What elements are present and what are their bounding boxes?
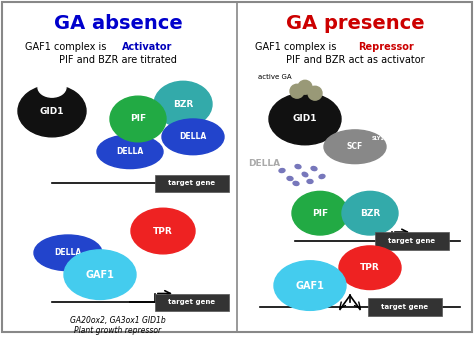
Ellipse shape: [319, 175, 325, 179]
Text: DELLA: DELLA: [55, 248, 82, 257]
Text: GID1: GID1: [293, 115, 317, 123]
Text: BZR: BZR: [173, 100, 193, 109]
Text: DELLA: DELLA: [117, 147, 144, 156]
Ellipse shape: [324, 130, 386, 163]
Ellipse shape: [287, 176, 293, 181]
Text: GA absence: GA absence: [54, 14, 182, 33]
Text: GID1: GID1: [40, 106, 64, 116]
Text: GAF1: GAF1: [86, 270, 114, 280]
Ellipse shape: [110, 96, 166, 142]
Ellipse shape: [162, 119, 224, 155]
Text: target gene: target gene: [388, 238, 436, 244]
Circle shape: [298, 80, 312, 94]
Ellipse shape: [64, 250, 136, 300]
Text: active GA: active GA: [258, 74, 292, 80]
Text: SCF: SCF: [347, 142, 363, 151]
Text: Repressor: Repressor: [358, 42, 414, 52]
Text: DELLA: DELLA: [179, 132, 207, 141]
Text: Activator: Activator: [122, 42, 173, 52]
Text: PIF and BZR act as activator: PIF and BZR act as activator: [286, 55, 424, 65]
Ellipse shape: [293, 181, 299, 185]
Text: PIF: PIF: [312, 209, 328, 218]
Ellipse shape: [269, 93, 341, 145]
Text: GA20ox2, GA3ox1 GID1b: GA20ox2, GA3ox1 GID1b: [70, 316, 166, 325]
Ellipse shape: [38, 78, 66, 97]
Ellipse shape: [302, 173, 308, 177]
Circle shape: [308, 86, 322, 100]
Text: DELLA: DELLA: [248, 159, 280, 168]
Text: PIF and BZR are titrated: PIF and BZR are titrated: [59, 55, 177, 65]
FancyBboxPatch shape: [368, 299, 442, 316]
Ellipse shape: [307, 179, 313, 184]
Text: PRE, Expansin: PRE, Expansin: [343, 256, 397, 265]
Text: BZR: BZR: [360, 209, 380, 218]
Ellipse shape: [274, 261, 346, 310]
Ellipse shape: [279, 168, 285, 173]
Text: SLY1: SLY1: [372, 136, 385, 141]
Text: GAF1: GAF1: [296, 281, 324, 290]
Ellipse shape: [339, 246, 401, 289]
Ellipse shape: [154, 81, 212, 127]
Text: Plant growth repressor: Plant growth repressor: [74, 326, 162, 335]
Text: TPR: TPR: [153, 226, 173, 236]
Ellipse shape: [97, 135, 163, 168]
FancyBboxPatch shape: [155, 175, 229, 192]
FancyBboxPatch shape: [155, 294, 229, 311]
Text: TPR: TPR: [360, 263, 380, 272]
Text: target gene: target gene: [168, 300, 216, 305]
FancyBboxPatch shape: [2, 2, 472, 332]
Ellipse shape: [342, 191, 398, 235]
Ellipse shape: [131, 208, 195, 254]
Text: target gene: target gene: [168, 180, 216, 186]
Text: GA presence: GA presence: [286, 14, 424, 33]
Text: GAF1 complex is: GAF1 complex is: [255, 42, 339, 52]
Ellipse shape: [34, 235, 102, 271]
Ellipse shape: [292, 191, 348, 235]
Text: target gene: target gene: [382, 304, 428, 310]
Text: GAF1 complex is: GAF1 complex is: [25, 42, 109, 52]
FancyBboxPatch shape: [375, 232, 449, 250]
Ellipse shape: [295, 164, 301, 168]
Text: PIF: PIF: [130, 115, 146, 123]
Ellipse shape: [18, 85, 86, 137]
Circle shape: [290, 84, 304, 98]
Ellipse shape: [311, 166, 317, 171]
